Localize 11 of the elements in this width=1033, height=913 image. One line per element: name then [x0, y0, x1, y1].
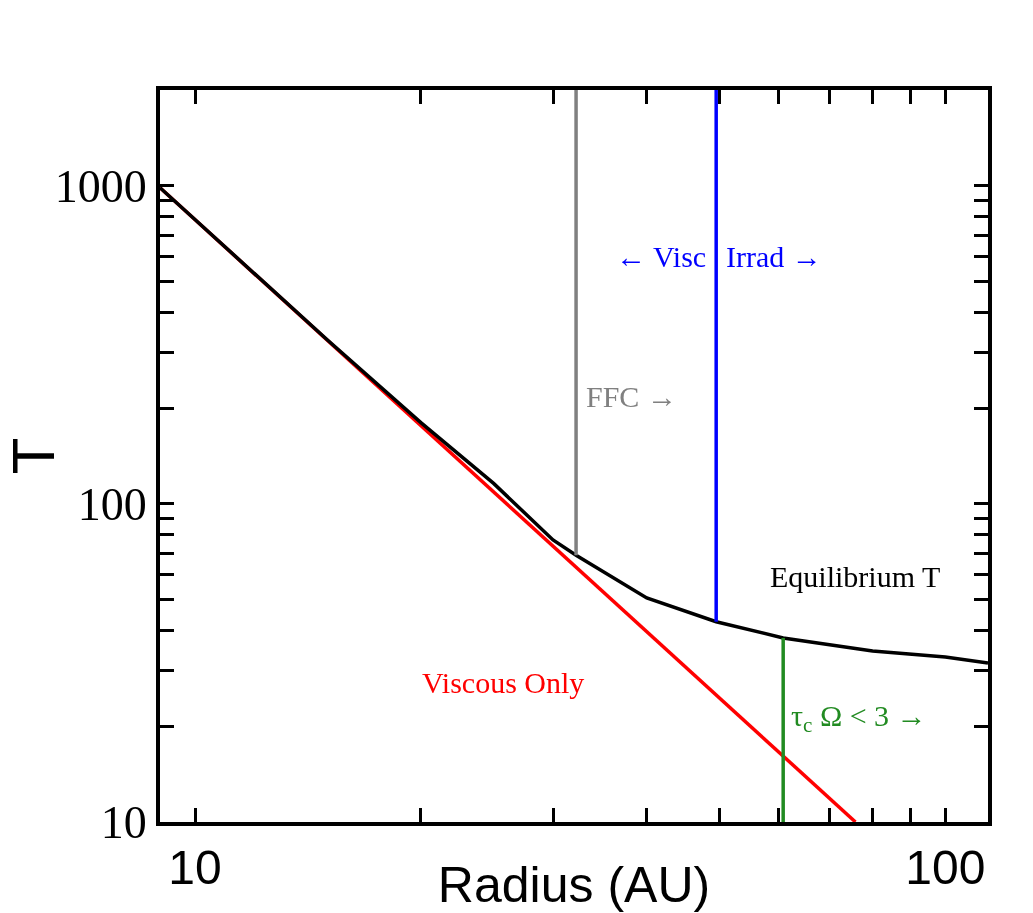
x-axis-title: Radius (AU)	[437, 857, 711, 913]
annotation: FFC →	[586, 380, 677, 413]
annotation: Irrad →	[726, 240, 822, 273]
annotation: ← Visc	[616, 240, 707, 273]
y-tick-label: 100	[77, 478, 147, 530]
y-axis-title: T	[0, 437, 67, 475]
annotation: Viscous Only	[422, 666, 585, 699]
annotation: τ$_{c}$ Ω < 3 →	[791, 699, 927, 738]
y-tick-label: 1000	[54, 160, 147, 212]
y-tick-label: 10	[100, 797, 147, 849]
annotation: Equilibrium T	[770, 560, 941, 593]
